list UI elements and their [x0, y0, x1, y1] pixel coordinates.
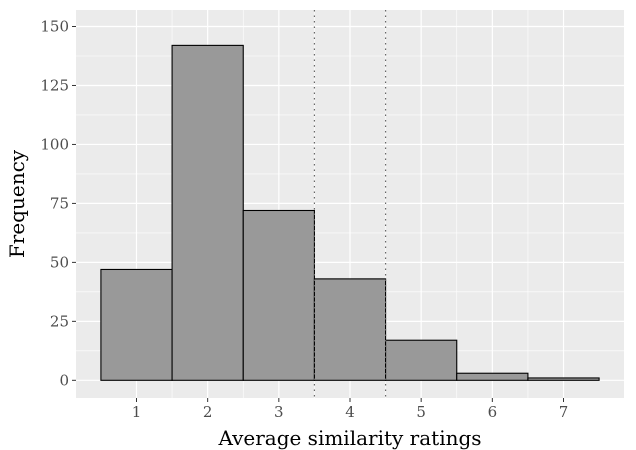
x-tick-label: 5 [416, 403, 426, 421]
y-tick-label: 150 [40, 18, 69, 36]
histogram-bar-2 [171, 44, 244, 381]
histogram-bar-4 [313, 278, 387, 381]
histogram-bar-5 [385, 339, 458, 381]
bars [100, 44, 600, 381]
histogram-bar-7 [527, 377, 600, 381]
x-tick-label: 7 [559, 403, 569, 421]
x-tick-label: 2 [203, 403, 213, 421]
x-tick-label: 6 [488, 403, 498, 421]
histogram-bar-1 [100, 268, 173, 381]
histogram-bar-6 [456, 372, 529, 381]
y-tick-label: 50 [50, 253, 69, 271]
y-tick-label: 125 [40, 76, 69, 94]
x-tick-label: 1 [132, 403, 142, 421]
y-axis-title: Frequency [5, 149, 29, 258]
x-axis: 1 2 3 4 5 6 7 [132, 398, 569, 421]
x-tick-label: 4 [345, 403, 355, 421]
y-tick-label: 0 [59, 371, 69, 389]
x-tick-label: 3 [274, 403, 284, 421]
y-tick-label: 25 [50, 312, 69, 330]
y-tick-label: 100 [40, 135, 69, 153]
x-axis-title: Average similarity ratings [217, 426, 481, 450]
y-axis: 0 25 50 75 100 125 150 [40, 18, 76, 389]
histogram-bar-3 [242, 209, 315, 381]
y-tick-label: 75 [50, 194, 69, 212]
